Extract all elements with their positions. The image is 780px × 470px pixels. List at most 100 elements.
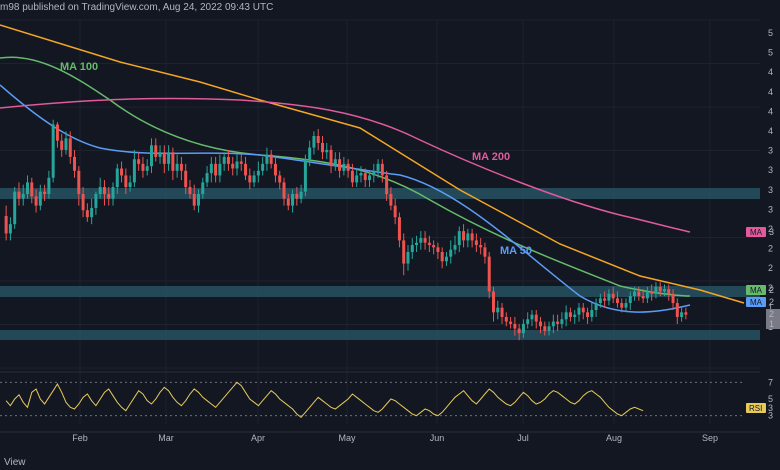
- candle-body: [573, 314, 577, 317]
- trendline: [0, 24, 745, 304]
- candle-body: [98, 187, 102, 194]
- candle-body: [560, 319, 564, 324]
- candle: [77, 166, 81, 206]
- rsi-axis-label: 5: [768, 394, 773, 404]
- candle-body: [205, 173, 209, 183]
- candle: [487, 252, 491, 299]
- candle-body: [483, 247, 487, 257]
- candle-body: [436, 247, 440, 252]
- tag-value: 2: [769, 297, 774, 307]
- candle: [214, 156, 218, 183]
- candle-body: [64, 138, 68, 150]
- candle: [470, 228, 474, 248]
- candle: [90, 198, 94, 225]
- candle-body: [303, 159, 307, 192]
- candle: [175, 154, 179, 178]
- label-ma50: MA 50: [500, 245, 532, 257]
- candle: [611, 286, 615, 304]
- candle-body: [342, 163, 346, 171]
- candle-body: [427, 242, 431, 246]
- candle-body: [397, 217, 401, 241]
- candle: [496, 300, 500, 320]
- price-tick-label: 3: [768, 165, 773, 175]
- candle: [393, 198, 397, 225]
- candle: [603, 291, 607, 308]
- tradingview-brand[interactable]: View: [4, 457, 26, 468]
- candle: [504, 312, 508, 327]
- price-tick-label: 4: [768, 67, 773, 77]
- candle: [355, 168, 359, 188]
- candle-body: [295, 194, 299, 199]
- candle: [73, 149, 77, 178]
- candle: [667, 284, 671, 301]
- candle: [291, 189, 295, 213]
- candle: [248, 168, 252, 190]
- candle-body: [491, 291, 495, 313]
- zone-2: [0, 330, 760, 340]
- price-tick-label: 2: [768, 244, 773, 254]
- candle-body: [675, 303, 679, 317]
- candle-body: [526, 319, 530, 324]
- candle: [560, 312, 564, 329]
- candle-body: [111, 187, 115, 199]
- candle-body: [389, 194, 393, 206]
- candle-body: [611, 293, 615, 299]
- candle: [521, 319, 525, 338]
- candle: [34, 189, 38, 213]
- candle-body: [171, 152, 175, 171]
- candle: [534, 310, 538, 329]
- candle-body: [73, 156, 77, 171]
- candle-body: [406, 252, 410, 264]
- candle-body: [175, 163, 179, 171]
- candle: [171, 147, 175, 181]
- candle-body: [479, 245, 483, 248]
- candle-body: [594, 303, 598, 310]
- candle-body: [453, 245, 457, 250]
- candle-body: [607, 293, 611, 301]
- candle: [547, 321, 551, 336]
- candle-body: [184, 170, 188, 188]
- candle-body: [329, 149, 333, 167]
- tag-value: 2: [769, 309, 774, 319]
- candle-body: [261, 163, 265, 171]
- candle-body: [244, 163, 248, 176]
- candle-body: [252, 175, 256, 183]
- candle: [235, 154, 239, 176]
- x-tick-label: Jul: [517, 433, 529, 443]
- candle: [333, 152, 337, 171]
- candle: [415, 235, 419, 252]
- candle-body: [145, 166, 149, 171]
- candle-body: [680, 312, 684, 317]
- candle-body: [338, 159, 342, 171]
- candle-body: [376, 163, 380, 171]
- candle-body: [415, 242, 419, 246]
- candle: [530, 310, 534, 327]
- candle-body: [55, 124, 59, 141]
- candle: [68, 131, 72, 164]
- candle: [457, 226, 461, 252]
- candle: [158, 145, 162, 164]
- candle: [38, 184, 42, 211]
- candle: [363, 168, 367, 188]
- candle: [128, 175, 132, 192]
- candle-body: [162, 152, 166, 164]
- rsi-tag: [746, 403, 766, 413]
- candle: [222, 152, 226, 171]
- candle: [320, 136, 324, 160]
- candle: [325, 142, 329, 160]
- candle: [13, 187, 17, 229]
- right-value-tags: MA 3MA 2MA 221: [746, 227, 780, 329]
- candle: [449, 240, 453, 264]
- candle-body: [209, 163, 213, 174]
- candle: [590, 303, 594, 322]
- candle-body: [137, 159, 141, 164]
- candle: [184, 163, 188, 194]
- candle-body: [34, 196, 38, 206]
- candle-body: [359, 173, 363, 176]
- candle: [385, 170, 389, 201]
- price-tick-label: 3: [768, 185, 773, 195]
- candle: [81, 187, 85, 218]
- candle: [462, 224, 466, 248]
